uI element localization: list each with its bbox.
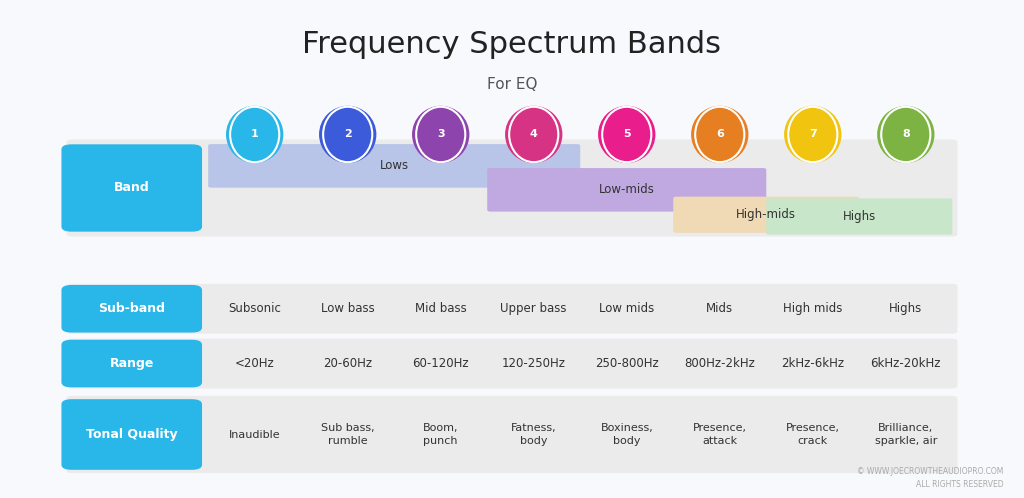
Ellipse shape [505, 106, 562, 163]
Text: Low bass: Low bass [321, 302, 375, 315]
Ellipse shape [598, 106, 655, 163]
Text: Mid bass: Mid bass [415, 302, 467, 315]
Text: 7: 7 [809, 129, 817, 139]
FancyBboxPatch shape [61, 285, 202, 333]
Text: 2kHz-6kHz: 2kHz-6kHz [781, 357, 845, 370]
Text: Low-mids: Low-mids [599, 183, 654, 196]
Text: High-mids: High-mids [736, 208, 797, 221]
Text: 6kHz-20kHz: 6kHz-20kHz [870, 357, 941, 370]
FancyBboxPatch shape [67, 396, 957, 473]
Text: For EQ: For EQ [486, 77, 538, 92]
Text: 1: 1 [251, 129, 259, 139]
Text: Inaudible: Inaudible [229, 429, 281, 440]
Text: Low mids: Low mids [599, 302, 654, 315]
Text: Frequency Spectrum Bands: Frequency Spectrum Bands [302, 30, 722, 59]
FancyBboxPatch shape [61, 144, 202, 232]
Text: Lows: Lows [380, 159, 409, 172]
Text: Range: Range [110, 357, 154, 370]
Ellipse shape [319, 106, 377, 163]
Ellipse shape [226, 106, 284, 163]
Text: Boom,
punch: Boom, punch [423, 423, 459, 446]
FancyBboxPatch shape [67, 284, 957, 334]
Text: Mids: Mids [707, 302, 733, 315]
FancyBboxPatch shape [673, 197, 859, 233]
Text: 2: 2 [344, 129, 351, 139]
FancyBboxPatch shape [61, 399, 202, 470]
Text: 3: 3 [437, 129, 444, 139]
Text: <20Hz: <20Hz [234, 357, 274, 370]
FancyBboxPatch shape [487, 168, 766, 212]
Text: 250-800Hz: 250-800Hz [595, 357, 658, 370]
Text: High mids: High mids [783, 302, 843, 315]
Text: 5: 5 [623, 129, 631, 139]
FancyBboxPatch shape [766, 198, 952, 235]
Text: Highs: Highs [889, 302, 923, 315]
FancyBboxPatch shape [67, 339, 957, 388]
Text: Boxiness,
body: Boxiness, body [600, 423, 653, 446]
Text: Upper bass: Upper bass [501, 302, 567, 315]
Text: Highs: Highs [843, 210, 876, 223]
FancyBboxPatch shape [67, 139, 957, 237]
FancyBboxPatch shape [208, 144, 581, 188]
Text: Band: Band [114, 181, 150, 195]
Text: 800Hz-2kHz: 800Hz-2kHz [684, 357, 756, 370]
Ellipse shape [784, 106, 842, 163]
Text: 20-60Hz: 20-60Hz [324, 357, 373, 370]
Text: Fatness,
body: Fatness, body [511, 423, 557, 446]
Text: 60-120Hz: 60-120Hz [413, 357, 469, 370]
Ellipse shape [878, 106, 935, 163]
Text: Presence,
attack: Presence, attack [693, 423, 746, 446]
Text: 4: 4 [529, 129, 538, 139]
Text: Presence,
crack: Presence, crack [785, 423, 840, 446]
Text: Sub bass,
rumble: Sub bass, rumble [321, 423, 375, 446]
Ellipse shape [412, 106, 469, 163]
Text: Tonal Quality: Tonal Quality [86, 428, 177, 441]
Ellipse shape [691, 106, 749, 163]
Text: Brilliance,
sparkle, air: Brilliance, sparkle, air [874, 423, 937, 446]
Text: 6: 6 [716, 129, 724, 139]
Text: Sub-band: Sub-band [98, 302, 165, 315]
Text: 8: 8 [902, 129, 909, 139]
FancyBboxPatch shape [61, 340, 202, 387]
Text: © WWW.JOECROWTHEAUDIOPRO.COM
ALL RIGHTS RESERVED: © WWW.JOECROWTHEAUDIOPRO.COM ALL RIGHTS … [857, 467, 1004, 489]
Text: Subsonic: Subsonic [228, 302, 282, 315]
Text: 120-250Hz: 120-250Hz [502, 357, 565, 370]
